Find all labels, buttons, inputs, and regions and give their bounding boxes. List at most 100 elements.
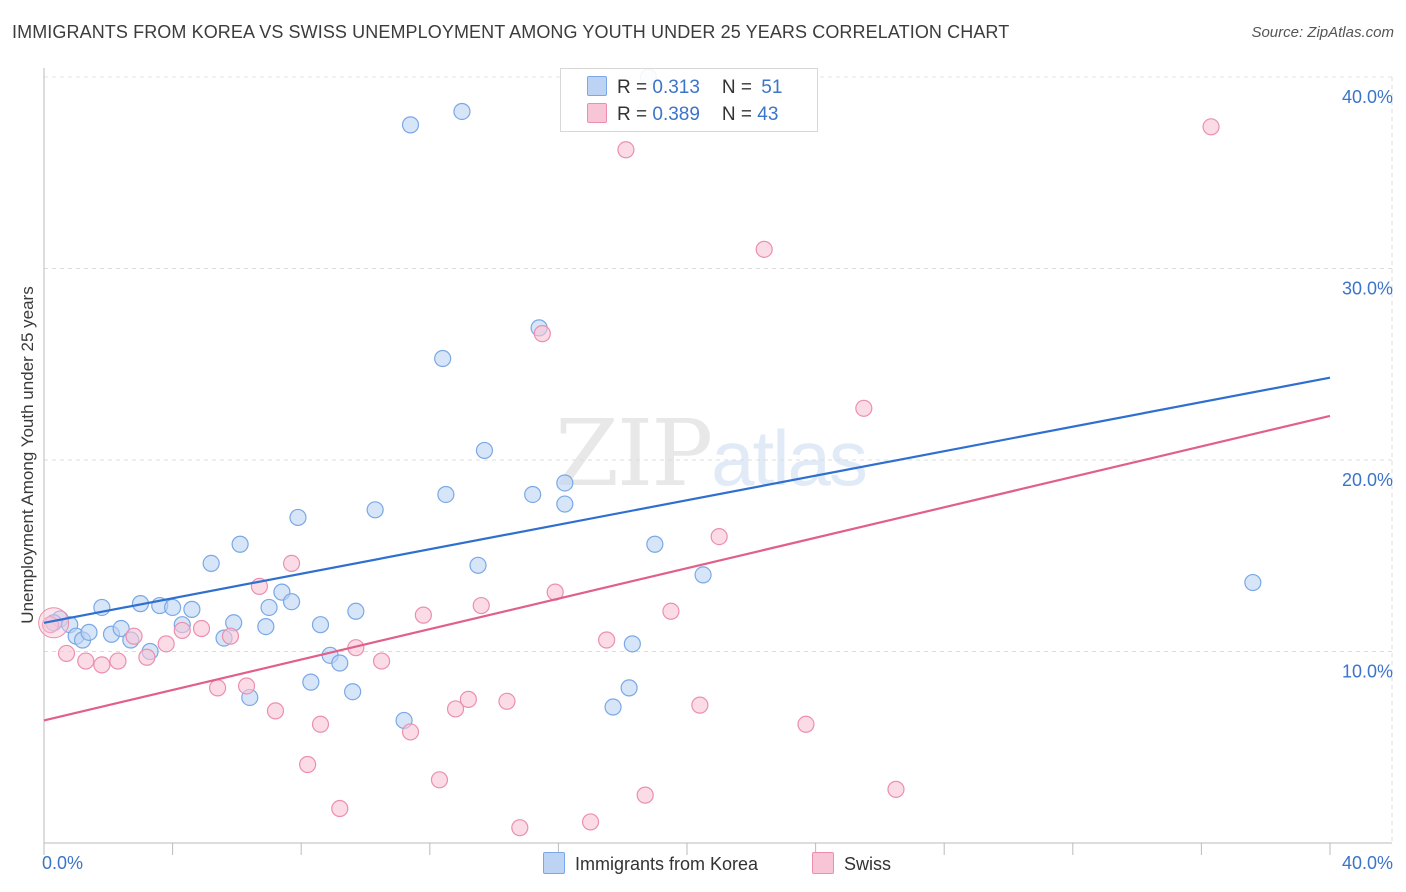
korea-point <box>437 485 455 504</box>
swiss-point <box>797 715 815 733</box>
swiss-point <box>511 819 529 837</box>
grid <box>44 76 1393 843</box>
korea-r-value: 0.313 <box>652 77 700 98</box>
swiss-point <box>1202 118 1220 136</box>
swiss-point <box>109 652 127 670</box>
data-points <box>38 68 1262 837</box>
korea-point <box>453 102 471 121</box>
source-label: Source: ZipAtlas.com <box>1251 24 1394 41</box>
chart-title: IMMIGRANTS FROM KOREA VS SWISS UNEMPLOYM… <box>12 22 1010 42</box>
korea-point <box>347 602 365 620</box>
swiss-point <box>299 755 317 774</box>
swiss-point <box>138 648 156 666</box>
swiss-point-large <box>38 607 70 639</box>
swiss-point <box>192 619 211 638</box>
swiss-point <box>173 621 191 640</box>
swiss-point <box>855 399 873 417</box>
watermark-zip: ZIP <box>555 400 713 507</box>
legend-row-swiss: R = 0.389 N = 43 <box>587 103 778 126</box>
swiss-point <box>598 631 616 649</box>
y-tick-label: 40.0% <box>1342 87 1393 107</box>
korea-point <box>257 618 275 636</box>
swiss-trend-line <box>43 414 1331 722</box>
swiss-point <box>57 644 76 663</box>
korea-point <box>311 616 330 634</box>
swiss-point <box>581 813 600 831</box>
korea-point <box>183 600 201 618</box>
korea-point <box>164 598 182 617</box>
korea-point <box>524 485 542 504</box>
korea-point <box>623 635 641 653</box>
swiss-point <box>710 527 728 546</box>
swiss-point <box>459 690 477 708</box>
legend-row-korea: R = 0.313 N = 51 <box>587 76 782 99</box>
korea-point <box>646 535 664 553</box>
watermark: ZIPatlas <box>555 400 868 507</box>
swiss-point <box>93 656 111 674</box>
tick-labels: 10.0% 20.0% 30.0% 40.0% 0.0% 40.0% <box>42 87 1393 873</box>
korea-point <box>556 495 574 513</box>
watermark-atlas: atlas <box>711 414 868 502</box>
swiss-point <box>221 627 240 645</box>
y-tick-label: 30.0% <box>1342 279 1393 299</box>
swiss-point <box>237 677 256 695</box>
y-tick-label: 20.0% <box>1342 470 1393 490</box>
swiss-point <box>472 596 490 615</box>
korea-point <box>620 679 638 697</box>
series-legend: Immigrants from Korea Swiss <box>0 852 1406 878</box>
korea-point <box>344 683 362 701</box>
legend-item-swiss[interactable]: Swiss <box>812 852 891 875</box>
korea-point <box>434 349 452 368</box>
korea-point <box>556 474 574 492</box>
swiss-point <box>691 696 709 714</box>
korea-trend-line <box>43 376 1331 624</box>
axes <box>43 68 1392 855</box>
swiss-point <box>617 141 635 159</box>
swiss-point <box>755 240 773 258</box>
korea-point <box>604 698 622 716</box>
swiss-point <box>887 780 905 798</box>
swiss-point <box>446 700 465 718</box>
swiss-point <box>414 606 432 624</box>
korea-point <box>289 508 307 527</box>
korea-n-value: 51 <box>761 77 783 98</box>
korea-legend-swatch <box>543 852 565 874</box>
korea-point <box>80 623 98 641</box>
korea-point <box>260 598 278 617</box>
swiss-point <box>533 325 551 343</box>
korea-point <box>1244 573 1262 592</box>
swiss-legend-label: Swiss <box>844 854 892 874</box>
legend-item-korea[interactable]: Immigrants from Korea <box>543 852 758 875</box>
swiss-point <box>331 799 349 818</box>
swiss-point <box>636 786 654 804</box>
korea-point <box>202 554 220 573</box>
swiss-point <box>430 771 449 789</box>
correlation-legend: R = 0.313 N = 51 R = 0.389 N = 43 <box>560 68 818 132</box>
swiss-r-label: R = <box>617 104 653 125</box>
swiss-swatch <box>587 103 607 123</box>
swiss-point <box>401 723 420 741</box>
swiss-point <box>282 554 301 573</box>
swiss-n-label: N = <box>721 104 758 125</box>
korea-point <box>112 619 130 638</box>
korea-point <box>302 673 320 691</box>
korea-r-label: R = <box>617 77 653 98</box>
swiss-point <box>311 715 330 733</box>
korea-n-label: N = <box>721 77 758 98</box>
swiss-point <box>662 602 680 620</box>
korea-point <box>331 654 349 672</box>
y-tick-label: 10.0% <box>1342 662 1393 682</box>
swiss-point <box>372 652 391 670</box>
korea-point <box>401 116 420 134</box>
swiss-r-value: 0.389 <box>652 104 700 125</box>
swiss-point <box>125 627 143 645</box>
swiss-point <box>77 652 95 670</box>
swiss-point <box>498 692 516 710</box>
swiss-n-value: 43 <box>757 104 779 125</box>
korea-point <box>694 566 712 584</box>
trend-lines <box>43 376 1331 722</box>
x-tick-label-min: 0.0% <box>42 853 83 873</box>
swiss-point <box>157 635 175 653</box>
korea-point <box>469 556 487 574</box>
